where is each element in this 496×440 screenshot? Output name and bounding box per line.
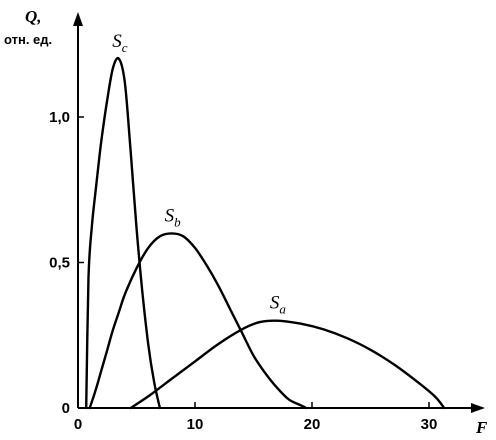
series-sa-label: Sa [270,293,287,317]
y-tick-label: 1,0 [49,109,70,126]
y-axis-label: Q, [25,7,42,26]
y-tick-label: 0 [62,400,70,417]
series-sb-label: Sb [165,205,182,229]
y-axis-unit: отн. ед. [4,32,52,47]
y-axis-arrow-icon [73,12,83,26]
x-axis-label: F [475,418,488,437]
x-tick-label: 0 [74,416,82,433]
series-sb-line [88,232,308,410]
x-axis-arrow-icon [471,403,485,413]
series-sc-label: Sc [112,31,127,55]
x-tick-label: 20 [304,416,321,433]
x-tick-label: 30 [421,416,438,433]
chart-series [85,56,446,410]
axis-ticks: 0 10 20 30 0 0,5 1,0 [49,109,437,433]
series-sa-line [129,319,446,410]
y-tick-label: 0,5 [49,255,70,272]
series-labels: Sc Sb Sa [112,31,286,317]
series-sc-line [85,56,162,410]
x-tick-label: 10 [187,416,204,433]
